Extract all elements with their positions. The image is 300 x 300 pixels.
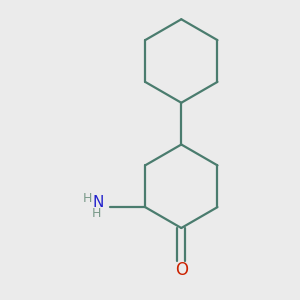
- Text: O: O: [175, 261, 188, 279]
- Text: N: N: [92, 195, 103, 210]
- Text: H: H: [92, 207, 101, 220]
- Text: H: H: [83, 192, 92, 205]
